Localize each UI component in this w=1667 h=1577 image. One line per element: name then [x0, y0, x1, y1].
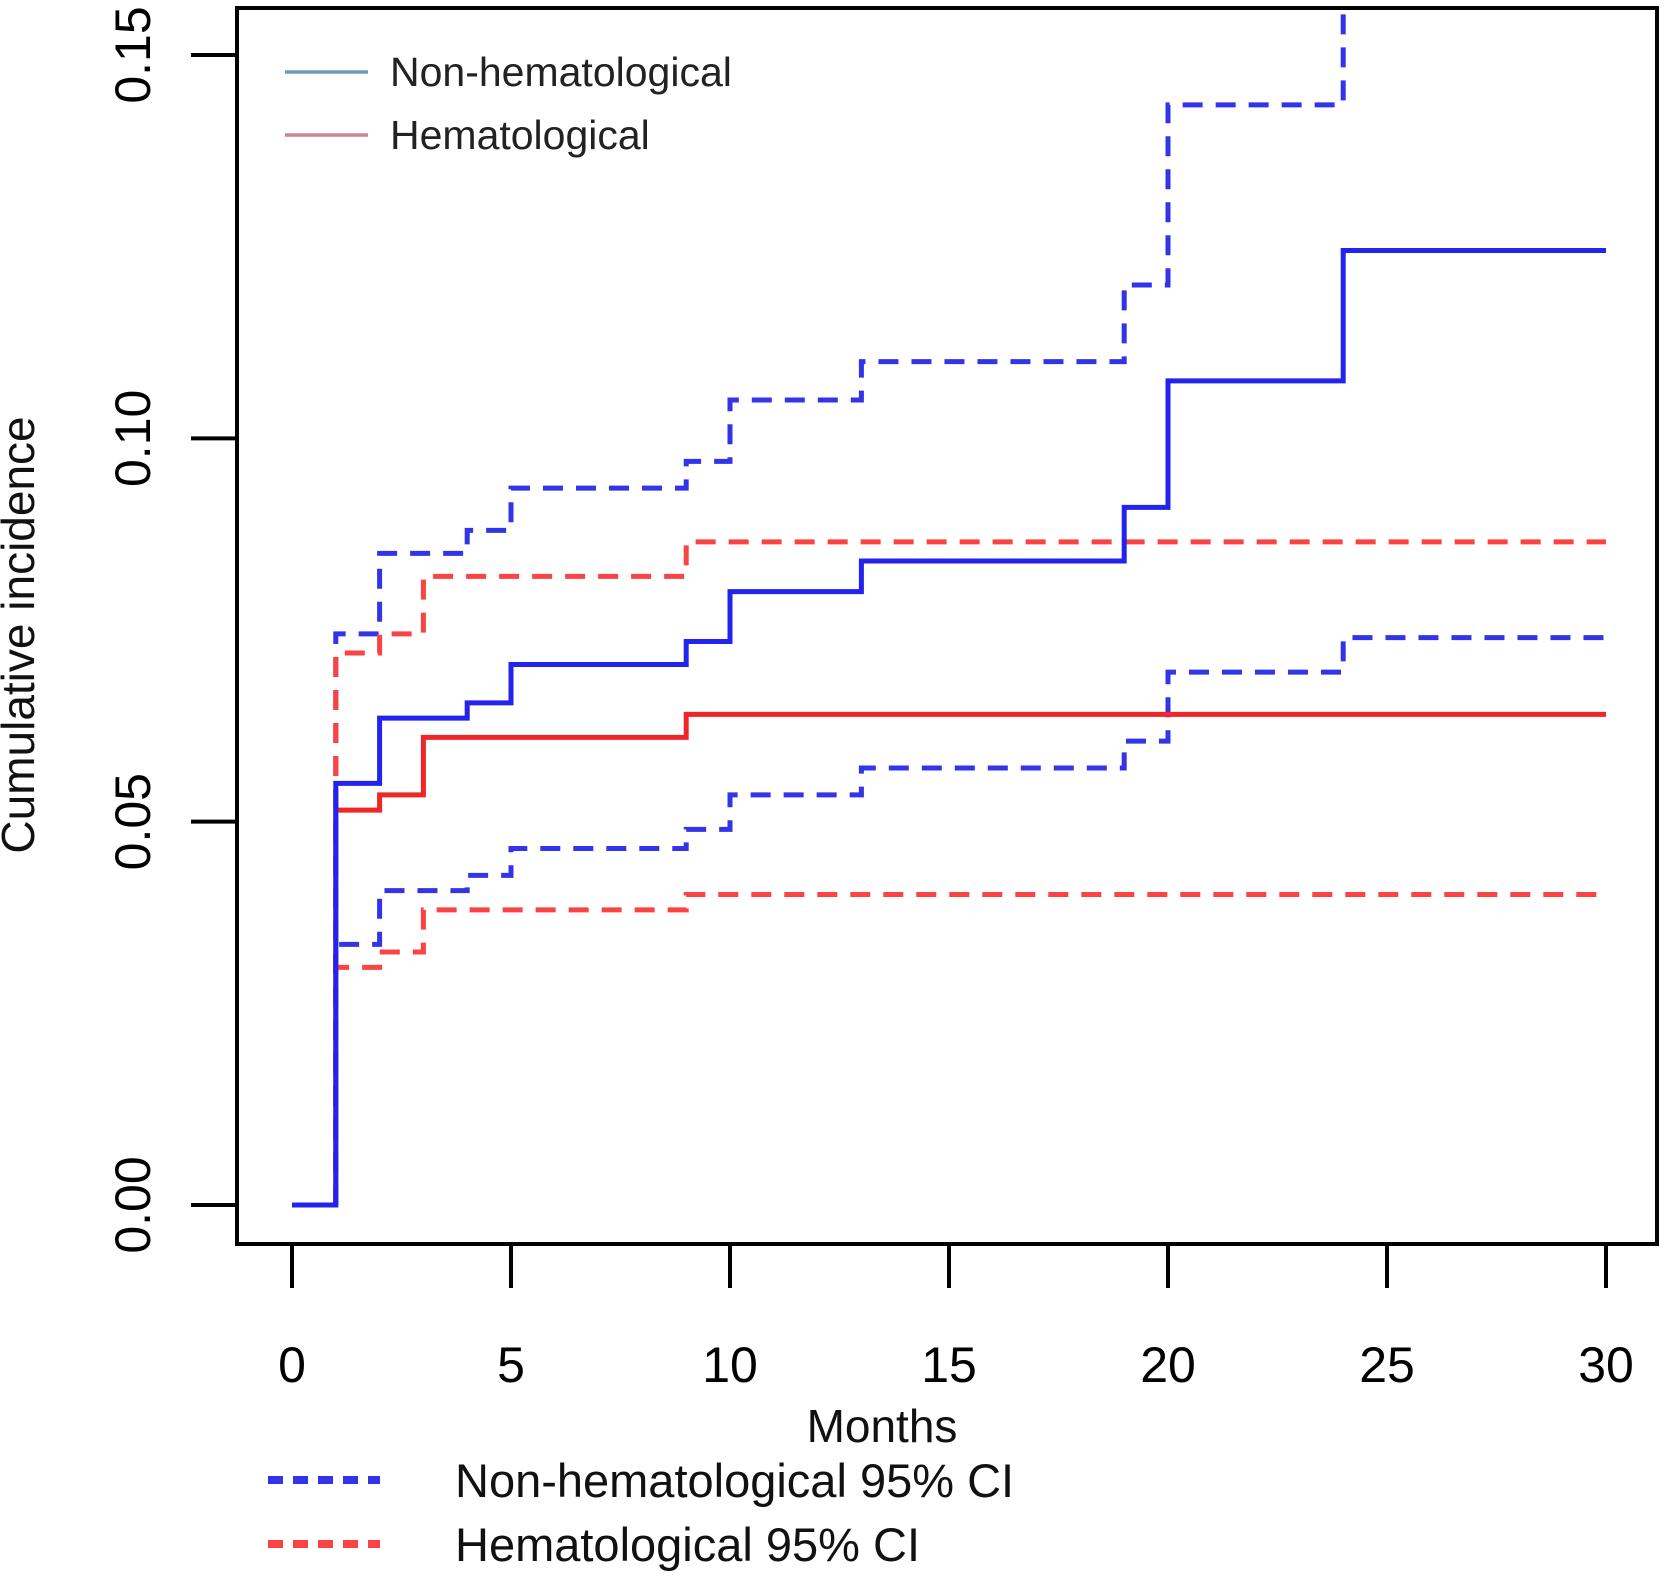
series-hematological-95-ci-upper — [333, 539, 1606, 1205]
series-hematological-95-ci-lower — [333, 892, 1606, 1205]
x-tick-label: 15 — [921, 1337, 977, 1393]
bottom-legend: Non-hematological 95% CI Hematological 9… — [268, 1454, 1014, 1571]
series-hematological — [333, 711, 1606, 1205]
legend-label-hematological-ci: Hematological 95% CI — [455, 1518, 920, 1571]
x-tick-label: 30 — [1578, 1337, 1634, 1393]
y-tick-label: 0.15 — [105, 6, 161, 103]
y-tick-label: 0.10 — [105, 390, 161, 487]
series-non-hematological-95-ci-lower — [333, 635, 1606, 1205]
x-axis-title: Months — [807, 1400, 958, 1452]
legend-label-non-hematological-ci: Non-hematological 95% CI — [455, 1454, 1014, 1507]
series-non-hematological — [292, 248, 1606, 1208]
y-tick-label: 0.05 — [105, 773, 161, 870]
data-series — [292, 8, 1606, 1208]
x-tick-label: 20 — [1140, 1337, 1196, 1393]
top-legend: Non-hematological Hematological — [285, 49, 732, 158]
x-tick-label: 10 — [702, 1337, 758, 1393]
x-tick-label: 0 — [278, 1337, 306, 1393]
y-tick-label: 0.00 — [105, 1156, 161, 1253]
legend-label-non-hematological: Non-hematological — [390, 49, 732, 95]
y-axis-title: Cumulative incidence — [0, 416, 44, 853]
axis-ticks: 0 5 10 15 20 25 30 0.00 0.05 0.10 0.15 — [105, 6, 1634, 1393]
plot-frame — [235, 6, 1659, 1246]
legend-label-hematological: Hematological — [390, 112, 650, 158]
x-tick-label: 5 — [497, 1337, 525, 1393]
x-tick-label: 25 — [1359, 1337, 1415, 1393]
series-non-hematological-95-ci-upper — [333, 8, 1346, 1205]
